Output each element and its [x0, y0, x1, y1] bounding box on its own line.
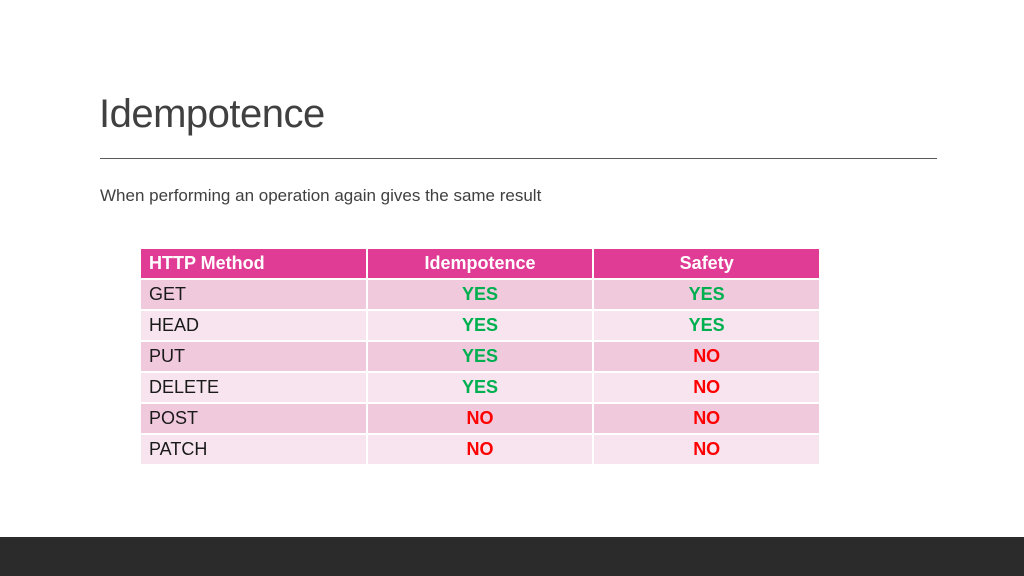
method-cell: PATCH [139, 433, 368, 466]
table-row: DELETE YES NO [139, 371, 821, 404]
table-row: HEAD YES YES [139, 309, 821, 342]
header-safety: Safety [592, 247, 821, 280]
table-header-row: HTTP Method Idempotence Safety [139, 247, 821, 280]
safety-cell: YES [592, 309, 821, 342]
http-methods-table: HTTP Method Idempotence Safety GET YES Y… [139, 247, 821, 466]
method-cell: POST [139, 402, 368, 435]
safety-cell: NO [592, 371, 821, 404]
slide-subtitle: When performing an operation again gives… [100, 186, 542, 205]
safety-cell: NO [592, 433, 821, 466]
idempotence-cell: YES [365, 309, 595, 342]
header-http-method: HTTP Method [139, 247, 368, 280]
table-row: PUT YES NO [139, 340, 821, 373]
safety-cell: YES [592, 278, 821, 311]
safety-cell: NO [592, 340, 821, 373]
table-row: GET YES YES [139, 278, 821, 311]
method-cell: HEAD [139, 309, 368, 342]
method-cell: DELETE [139, 371, 368, 404]
table-row: POST NO NO [139, 402, 821, 435]
slide-title: Idempotence [99, 92, 325, 136]
table-row: PATCH NO NO [139, 433, 821, 466]
idempotence-cell: NO [365, 433, 595, 466]
title-divider [100, 158, 937, 159]
footer-bar [0, 537, 1024, 576]
method-cell: GET [139, 278, 368, 311]
idempotence-cell: YES [365, 340, 595, 373]
method-cell: PUT [139, 340, 368, 373]
idempotence-cell: YES [365, 371, 595, 404]
idempotence-cell: YES [365, 278, 595, 311]
safety-cell: NO [592, 402, 821, 435]
header-idempotence: Idempotence [365, 247, 595, 280]
idempotence-cell: NO [365, 402, 595, 435]
